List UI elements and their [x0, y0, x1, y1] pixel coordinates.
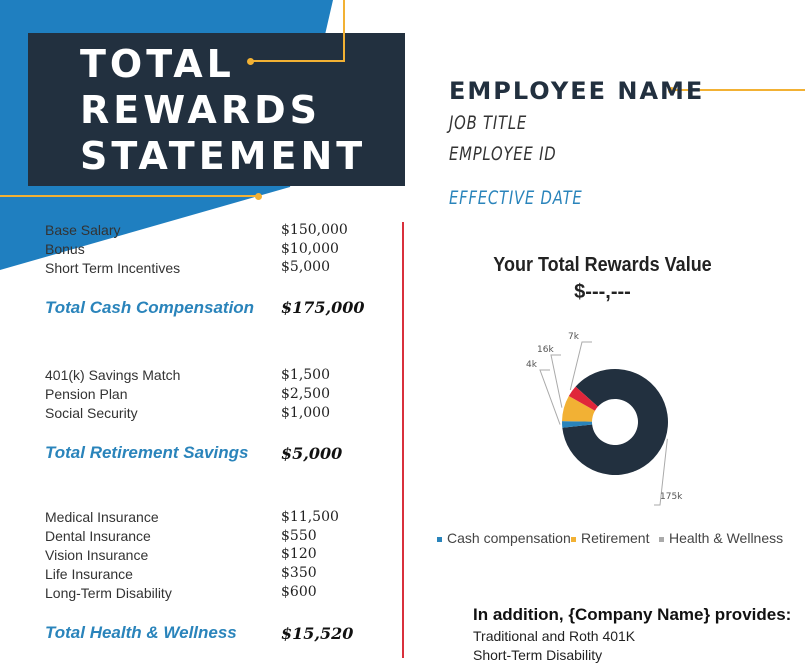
rewards-donut-chart: 175k 4k 16k 7k: [526, 332, 683, 506]
additional-benefit-item: Traditional and Roth 401K: [473, 628, 636, 644]
gold-accent-dot: [255, 193, 262, 200]
slice-data-label: 4k: [526, 360, 538, 370]
retirement-item-label: Social Security: [45, 405, 138, 421]
retirement-item-value: $2,500: [281, 386, 330, 402]
title-line-3: STATEMENT: [80, 134, 367, 178]
retirement-item-label: 401(k) Savings Match: [45, 367, 181, 383]
health-item-value: $120: [281, 546, 317, 562]
employee-name: EMPLOYEE NAME: [449, 77, 705, 105]
gold-accent-dot: [668, 87, 675, 94]
legend-label: Cash compensation: [447, 530, 571, 546]
gold-accent-vertical: [343, 0, 345, 62]
title-block: [28, 33, 405, 186]
gold-accent-dot: [247, 58, 254, 65]
legend-swatch: [437, 536, 442, 542]
cash-total-label: Total Cash Compensation: [45, 298, 255, 317]
health-item-label: Medical Insurance: [45, 509, 159, 525]
additional-benefit-item: Short-Term Disability: [473, 647, 603, 663]
slice-leader-line: [539, 369, 561, 425]
title-line-1: TOTAL: [80, 42, 235, 86]
chart-total-value: $---,---: [574, 281, 631, 303]
health-item-value: $600: [281, 584, 317, 600]
legend-label: Retirement: [581, 530, 650, 546]
chart-title: Your Total Rewards Value: [493, 254, 712, 276]
slice-data-label: 175k: [660, 492, 683, 502]
cash-item-value: $10,000: [281, 241, 339, 257]
gold-accent-top: [252, 60, 345, 62]
retirement-item-value: $1,500: [281, 367, 330, 383]
retirement-item-value: $1,000: [281, 405, 330, 421]
cash-item-label: Bonus: [45, 241, 85, 257]
retirement-item-label: Pension Plan: [45, 386, 128, 402]
donut-slice: [562, 369, 668, 475]
health-item-value: $550: [281, 528, 317, 544]
gold-accent-bottom: [0, 195, 258, 197]
retirement-total-value: $5,000: [281, 444, 343, 463]
gold-accent-right: [672, 89, 805, 91]
slice-data-label: 7k: [568, 332, 580, 342]
additional-benefits-title: In addition, {Company Name} provides:: [473, 605, 792, 624]
effective-date: EFFECTIVE DATE: [449, 187, 583, 209]
health-item-label: Dental Insurance: [45, 528, 151, 544]
employee-id: EMPLOYEE ID: [449, 143, 557, 165]
legend-swatch: [659, 536, 664, 542]
health-total-label: Total Health & Wellness: [45, 623, 237, 642]
donut-slice: [568, 386, 598, 411]
slice-leader-line: [569, 341, 592, 391]
donut-slice: [562, 395, 595, 422]
slice-leader-line: [550, 354, 563, 408]
donut-slice: [562, 421, 593, 428]
legend-item-cash: Cash compensation: [437, 530, 571, 546]
health-item-value: $350: [281, 565, 317, 581]
cash-item-label: Base Salary: [45, 222, 121, 238]
cash-item-label: Short Term Incentives: [45, 260, 181, 276]
legend-item-retirement: Retirement: [571, 530, 649, 546]
health-total-value: $15,520: [281, 624, 354, 643]
cash-item-value: $5,000: [281, 259, 330, 275]
cash-total-value: $175,000: [281, 298, 365, 317]
slice-leader-line: [654, 438, 668, 506]
title-line-2: REWARDS: [80, 88, 322, 132]
cash-item-value: $150,000: [281, 222, 348, 238]
job-title: JOB TITLE: [449, 112, 528, 134]
legend-item-health: Health & Wellness: [659, 530, 783, 546]
health-item-label: Life Insurance: [45, 566, 133, 582]
health-item-value: $11,500: [281, 509, 339, 525]
health-item-label: Vision Insurance: [45, 547, 149, 563]
legend-label: Health & Wellness: [669, 530, 784, 546]
retirement-total-label: Total Retirement Savings: [45, 443, 249, 462]
health-item-label: Long-Term Disability: [45, 585, 172, 601]
slice-data-label: 16k: [537, 345, 554, 355]
legend-swatch: [571, 536, 576, 542]
